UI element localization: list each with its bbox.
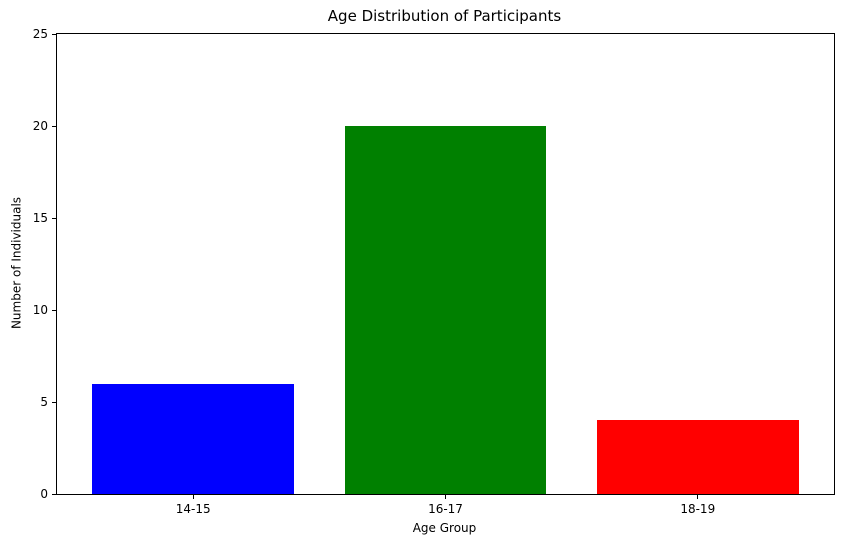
x-tick-label: 14-15: [175, 502, 211, 516]
bar-14-15: [92, 383, 295, 494]
x-tick-mark: [192, 495, 194, 499]
x-tick-label: 16-17: [428, 502, 463, 516]
y-tick-mark: [52, 493, 56, 495]
y-tick-label: 25: [32, 27, 48, 41]
bar-18-19: [596, 420, 799, 494]
x-tick-mark: [445, 495, 446, 499]
y-tick-mark: [52, 401, 56, 403]
y-tick-mark: [52, 33, 56, 35]
chart-title: Age Distribution of Participants: [327, 7, 562, 25]
plot-area: 0 5 10 15 20 25 14-15 16-17 18-19: [33, 27, 835, 516]
y-tick-mark: [52, 309, 56, 311]
bar-16-17: [344, 126, 547, 494]
x-tick-mark: [697, 495, 699, 499]
y-tick-label: 20: [32, 119, 48, 133]
y-axis-label: Number of Individuals: [9, 196, 24, 330]
y-tick-mark: [52, 217, 56, 219]
y-tick-label: 0: [40, 487, 48, 501]
y-tick-mark: [52, 125, 56, 127]
x-tick-label: 18-19: [680, 502, 716, 516]
y-tick-label: 15: [32, 211, 48, 225]
x-axis-label: Age Group: [412, 521, 477, 535]
y-tick-label: 10: [32, 303, 48, 317]
y-tick-label: 5: [40, 395, 48, 409]
